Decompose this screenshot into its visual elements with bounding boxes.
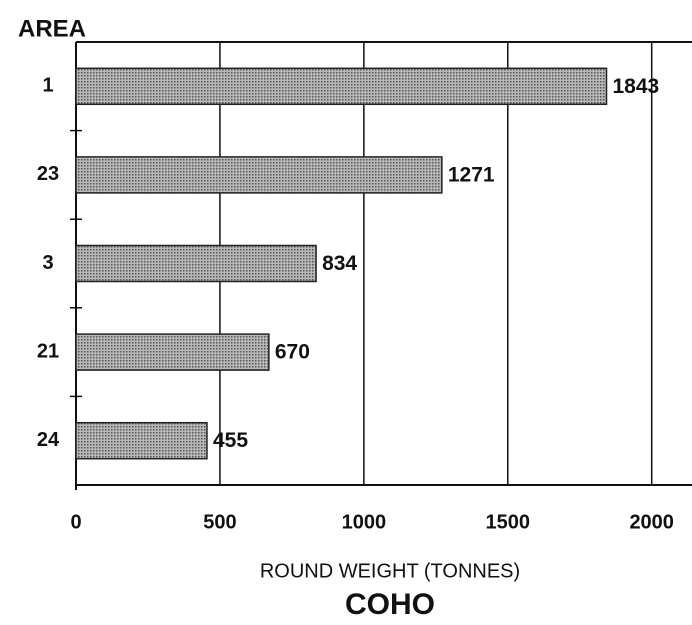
- x-axis-title: ROUND WEIGHT (TONNES): [260, 560, 520, 582]
- y-tick-label: 3: [42, 252, 53, 274]
- y-tick-label: 24: [37, 429, 60, 451]
- y-tick-label: 23: [37, 163, 59, 185]
- x-tick-label: 2000: [629, 511, 674, 533]
- value-label: 1843: [613, 75, 660, 98]
- value-label: 834: [322, 252, 357, 275]
- x-tick-label: 1500: [486, 511, 531, 533]
- x-tick-label: 0: [70, 511, 81, 533]
- y-tick-label: 21: [37, 340, 59, 362]
- y-axis-title: AREA: [18, 15, 86, 42]
- y-tick-label: 1: [42, 75, 53, 97]
- x-tick-label: 1000: [342, 511, 387, 533]
- bar: [75, 244, 317, 283]
- chart-title: COHO: [345, 588, 435, 621]
- value-label: 670: [275, 341, 310, 364]
- value-label: 1271: [448, 163, 495, 186]
- x-tick-label: 500: [203, 511, 236, 533]
- bar: [75, 156, 443, 194]
- value-label: 455: [213, 429, 248, 452]
- bar: [75, 67, 608, 106]
- bar: [75, 333, 270, 371]
- bar: [75, 421, 208, 460]
